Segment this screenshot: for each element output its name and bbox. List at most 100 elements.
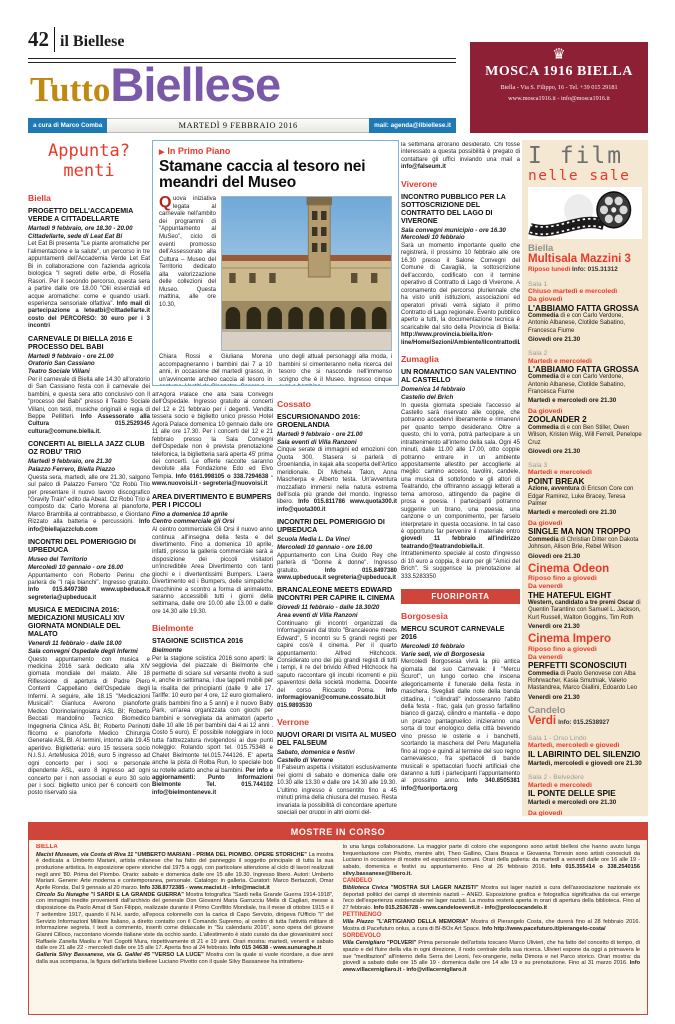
body-text: Mostra fotografica "Sardi nella Grande G… xyxy=(36,891,334,952)
film-cast: di Quentin Tarantino con Samuel L. Jacks… xyxy=(528,600,641,621)
continuation-text: la settimana all'orario desiderato. Chi … xyxy=(401,142,520,172)
article-meta: Teatro Sociale Villani xyxy=(28,368,90,376)
article: ESCURSIONANDO 2016: GROENLANDIA Martedì 9… xyxy=(277,413,397,514)
article: INCONTRI DEL POMERIGGIO DI UPBEDUCA Museo… xyxy=(28,538,150,602)
column-3: Cossato ESCURSIONANDO 2016: GROENLANDIA Ma… xyxy=(277,392,397,814)
article-meta: Centro commerciale gli Orsi xyxy=(152,518,235,526)
exhibit-title: "UMBERTO MARIANI - PRIMA DEL PIOMBO. OPE… xyxy=(134,851,309,858)
article-body: Per il carnevale di Biella alle 14.30 al… xyxy=(28,377,150,437)
curator-label: a cura di Marco Comba xyxy=(28,118,108,133)
exhibit-title: "I SARDI E LA GRANDE GUERRA" xyxy=(90,891,186,898)
film-description: Commedia di e con Carlo Verdone, Antonio… xyxy=(528,374,642,396)
body-text: Mercoledì Borgosesia vivrà la più antica… xyxy=(401,659,520,785)
section-masthead: Tutto Biellese xyxy=(30,58,281,111)
article-body: Questa sera, martedì, alle ore 21.30, sa… xyxy=(28,475,150,535)
article-meta: Sala convegni municipio - ore 16.30 xyxy=(401,226,506,234)
info-text: Info 015 34638 - www.sunuraghe.it xyxy=(230,945,322,952)
article-meta: Sala convegni Ospedale degli Infermi xyxy=(28,647,138,655)
article-body: Questo appuntamento con musica e medicin… xyxy=(28,657,150,798)
article-meta: Martedì 9 febbraio, ore 18.30 - 20.00 xyxy=(28,224,133,232)
column-2: all'Agorà Palace che alla Sala Convegni … xyxy=(152,392,273,814)
cinema-name-text: Multisala Mazzini 3 xyxy=(528,253,631,266)
schedule-label: Da giovedì xyxy=(528,296,563,304)
ad-title: MOSCA 1916 BIELLA xyxy=(485,64,633,79)
article: MUSICA E MEDICINA 2016: MEDICAZIONI MUSI… xyxy=(28,606,150,798)
article: PROGETTO DELL'ACCADEMIA VERDE A CITTADEL… xyxy=(28,207,150,331)
cinema-note: Riposo lunedì Info: 015.31312 xyxy=(528,266,642,274)
info-text: Info 015.8497380 www.upbeduca.it segrete… xyxy=(28,587,150,601)
article-title: BRANCALEONE MEETS EDWARD INCONTRI PER CA… xyxy=(277,586,395,603)
city-heading: Cossato xyxy=(277,399,311,409)
article-meta: Varie sedi, vie di Borgosesia xyxy=(401,650,485,658)
article-meta: Martedì 9 febbraio, ore 21.30 xyxy=(28,458,112,466)
museum-courtyard-photo xyxy=(221,196,392,352)
article-meta: Martedì 9 febbraio - ore 21.00 xyxy=(277,430,363,438)
primo-piano-continuation-left: Chiara Rossi e Giuliana Morena accompagn… xyxy=(159,354,272,385)
article-meta: Area eventi di Villa Ranzoni xyxy=(277,612,358,620)
exhibit-item: Biblioteca Civica "MOSTRA SUI LAGER NAZI… xyxy=(343,885,641,912)
article-body: Per la stagione sciistica 2016 sono aper… xyxy=(152,656,273,797)
article: BRANCALEONE MEETS EDWARD INCONTRI PER CA… xyxy=(277,586,397,710)
screen-label: Sala 1 - Orso Lindo xyxy=(528,734,587,742)
film-showtime: Giovedì ore 21.30 xyxy=(528,336,581,344)
article-meta: Castello di Verrone xyxy=(277,756,334,764)
article-meta: Mercoledì 10 gennaio - ore 16.00 xyxy=(28,563,124,571)
city-heading: Borgosesia xyxy=(401,611,448,621)
film-description: Western, candidato a tre premi Oscar di … xyxy=(528,600,642,622)
film-genre: Commedia xyxy=(528,425,559,432)
film-title: ZOOLANDER 2 xyxy=(528,415,587,425)
screen-label: Sala 2 - Belvedere xyxy=(528,774,584,782)
exhibit-continuation: to una lunga collaborazione. La maggior … xyxy=(343,844,641,878)
article-meta: Giovedì 11 febbraio - dalle 18.30/20 xyxy=(277,604,380,612)
article-title: MUSICA E MEDICINA 2016: MEDICAZIONI MUSI… xyxy=(28,606,125,639)
film-showtime: Martedì, mercoledì e giovedì ore 21.30 xyxy=(528,760,642,768)
film-entry: ZOOLANDER 2 Commedia di e con Ben Stiller… xyxy=(528,416,642,455)
exhibit-item: Macist Museum, via Costa di Riva 11 "UMB… xyxy=(36,852,334,892)
info-text: Per info e aggiornamenti: Punto Informaz… xyxy=(152,767,273,796)
film-cast: di e con Ben Stiller, Owen Wilson, Krist… xyxy=(528,425,642,446)
body-text: to una lunga collaborazione. La maggior … xyxy=(342,844,641,871)
article: INCONTRO PUBBLICO PER LA SOTTOSCRIZIONE … xyxy=(401,193,520,347)
article-body: In questa giornata speciale l'accesso al… xyxy=(401,403,520,582)
cinema-listings: Biella Multisala Mazzini 3 Riposo lunedì I… xyxy=(528,244,642,816)
double-rule xyxy=(28,58,456,63)
body-text: Let Eat Bi presenta "Le piante aromatich… xyxy=(28,241,150,307)
article-meta: Castello del Brich xyxy=(401,393,454,401)
film-showtime: Giovedì ore 21.30 xyxy=(528,552,581,560)
film-genre: Commedia xyxy=(528,313,559,320)
film-showtime: Martedì e mercoledì ore 21.30 xyxy=(528,799,617,807)
arrow-icon: ▶ xyxy=(159,149,165,156)
cinema-header-line1: I film xyxy=(528,143,624,169)
info-text: Info 0161.998105 o 338.7294638 - www.nuo… xyxy=(152,473,273,488)
crown-icon: ♛ xyxy=(552,46,566,63)
exhibit-item: Villa Piazzo "L'ARTIGIANO DELLA MEMORIA"… xyxy=(343,919,641,932)
cinema-phone: Info: 015.31312 xyxy=(572,266,618,274)
article-title: ESCURSIONANDO 2016: GROENLANDIA xyxy=(277,413,361,429)
mosca-ad: ♛ MOSCA 1916 BIELLA Biella - Via S. Fili… xyxy=(470,42,648,133)
info-text: Info 015.8497380 www.upbeduca.it segrete… xyxy=(277,567,397,581)
cinema-header-line2: nelle sale xyxy=(528,167,631,184)
exhibit-title: "POLVERI" xyxy=(386,940,419,947)
film-description: Commedia di e con Carlo Verdone, Antonio… xyxy=(528,313,642,335)
film-cast: di Paolo Genovese con Alba Rohrwacher, K… xyxy=(528,670,638,692)
film-showtime: Giovedì ore 21.30 xyxy=(528,447,581,455)
schedule-label: Da venerdì xyxy=(528,583,563,591)
article-meta: Scuola Media L. Da Vinci xyxy=(277,536,350,544)
film-title: THE HATEFUL EIGHT xyxy=(528,590,612,600)
city-heading: Viverone xyxy=(401,178,438,189)
film-entry: SINGLE MA NON TROPPO Commedia di Christia… xyxy=(528,527,642,560)
article-body: Sarà un momento importante quello che re… xyxy=(401,243,520,347)
info-text: info@falseum.it xyxy=(401,164,446,171)
exhibit-venue: Villa Cernigliaro xyxy=(342,940,387,947)
exhibit-venue: Circolo Su Nuraghe xyxy=(36,891,91,898)
cinema-town: Candelo xyxy=(528,704,566,716)
primo-piano-box: ▶ In Primo Piano Stamane caccia al tesoro… xyxy=(152,140,399,386)
article-title: AREA DIVERTIMENTO E BUMPERS PER I PICCOL… xyxy=(152,492,272,509)
appuntamenti-title-line2: menti xyxy=(63,160,115,181)
film-title: SINGLE MA NON TROPPO xyxy=(528,527,631,537)
masthead-biellese: Biellese xyxy=(110,58,281,111)
primo-piano-continuation-right: uno degli attuali personaggi alla moda, … xyxy=(279,354,392,385)
film-cast: di Ericson Core con Edgar Ramirez, Luke … xyxy=(528,486,634,507)
article-meta: Domenica 14 febbraio xyxy=(401,386,466,393)
